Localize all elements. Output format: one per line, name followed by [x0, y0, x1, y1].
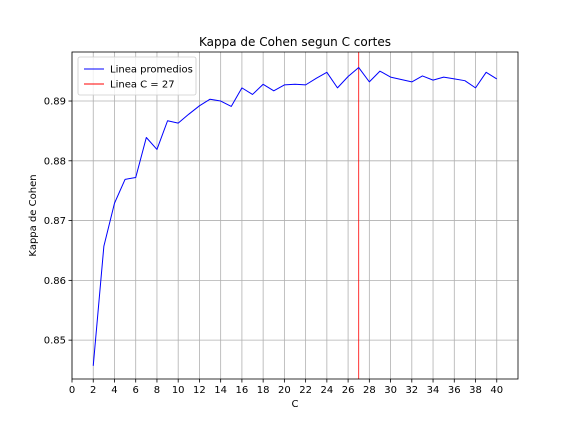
x-tick-label: 6 — [133, 385, 139, 396]
x-tick-label: 2 — [90, 385, 96, 396]
y-axis-ticks: 0.85 0.86 0.87 0.88 0.89 — [44, 97, 72, 347]
x-tick-label: 4 — [111, 385, 117, 396]
x-tick-label: 14 — [214, 385, 227, 396]
y-axis-label: Kappa de Cohen — [28, 174, 39, 256]
x-axis-ticks: 0 2 4 6 8 10 12 14 16 18 20 22 24 26 28 30 32 34 36 38 40 — [69, 379, 503, 396]
legend-entry: Linea promedios — [110, 65, 193, 76]
y-tick-label: 0.87 — [44, 216, 66, 227]
chart-title: Kappa de Cohen segun C cortes — [199, 35, 391, 49]
grid — [71, 52, 518, 379]
x-tick-label: 36 — [448, 385, 461, 396]
x-tick-label: 10 — [172, 385, 185, 396]
legend-box — [77, 56, 197, 96]
series-line-0 — [92, 67, 498, 366]
series-lines — [92, 67, 498, 366]
x-tick-label: 20 — [278, 385, 291, 396]
x-tick-label: 8 — [154, 385, 160, 396]
x-tick-label: 40 — [490, 385, 503, 396]
y-tick-label: 0.89 — [44, 97, 66, 108]
y-tick-label: 0.85 — [44, 336, 66, 347]
legend-entry: Linea C = 27 — [110, 80, 175, 91]
x-tick-label: 18 — [257, 385, 270, 396]
x-axis-label: C — [292, 399, 299, 410]
x-tick-label: 12 — [193, 385, 206, 396]
x-tick-label: 30 — [384, 385, 397, 396]
x-tick-label: 28 — [363, 385, 376, 396]
x-tick-label: 26 — [342, 385, 355, 396]
x-tick-label: 22 — [299, 385, 312, 396]
plot-frame — [71, 51, 519, 380]
x-tick-label: 16 — [236, 385, 249, 396]
y-tick-label: 0.86 — [44, 276, 66, 287]
x-tick-label: 32 — [405, 385, 418, 396]
x-tick-label: 24 — [320, 385, 333, 396]
x-tick-label: 0 — [69, 385, 75, 396]
x-tick-label: 38 — [469, 385, 482, 396]
x-tick-label: 34 — [427, 385, 440, 396]
y-tick-label: 0.88 — [44, 156, 66, 167]
legend: Linea promedios Linea C = 27 — [77, 56, 197, 96]
